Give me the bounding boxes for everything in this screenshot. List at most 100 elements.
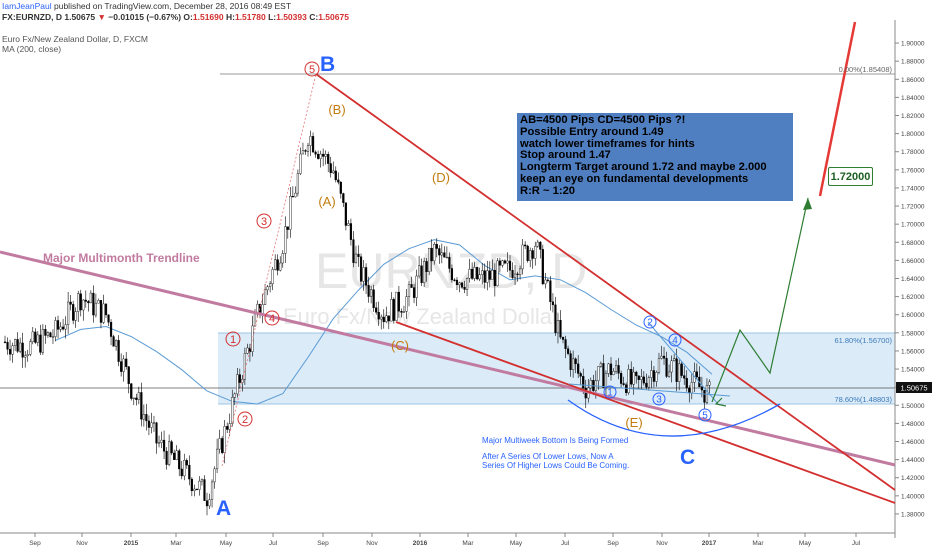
candle-body: [324, 154, 327, 157]
candle-body: [511, 270, 514, 278]
candle-body: [137, 392, 140, 400]
candle-body: [218, 438, 221, 450]
candle-body: [561, 336, 565, 340]
blue-wave-3-label: 3: [656, 395, 662, 406]
candle-body: [569, 353, 572, 370]
wave-E-label: (E): [625, 415, 642, 430]
candle-body: [203, 479, 206, 501]
trendline-label: Major Multimonth Trendline: [43, 251, 200, 265]
blue-wave-4-label: 4: [672, 336, 678, 347]
candle-body: [582, 376, 585, 389]
candle-body: [67, 301, 70, 325]
y-tick-label: 1.84000: [901, 95, 925, 102]
candle-body: [44, 328, 47, 336]
candle-body: [344, 202, 347, 226]
candle-body: [513, 273, 517, 278]
candle-body: [215, 448, 219, 470]
candle-body: [652, 370, 656, 382]
candle-body: [16, 339, 19, 352]
candle-body: [231, 397, 234, 424]
candle-body: [347, 223, 350, 226]
candle-body: [382, 316, 385, 322]
candle-body: [31, 331, 34, 342]
candle-body: [314, 151, 317, 155]
candle-body: [46, 332, 50, 336]
candle-body: [478, 274, 481, 280]
candle-body: [11, 345, 14, 355]
candle-body: [64, 324, 67, 330]
candle-body: [640, 376, 643, 380]
candle-body: [627, 369, 630, 393]
candle-body: [397, 291, 400, 312]
x-tick-label: Sep: [607, 540, 619, 547]
candle-body: [635, 371, 638, 377]
wave-1-label: 1: [230, 334, 236, 346]
candle-body: [243, 353, 246, 380]
candle-body: [630, 369, 633, 385]
candle-body: [120, 361, 123, 372]
wave-base-line: [568, 383, 731, 397]
blue-wave-3-circle: [652, 392, 666, 406]
candle-body: [445, 256, 448, 259]
candle-body: [372, 289, 375, 308]
candle-body: [157, 442, 161, 444]
candle-body: [107, 314, 110, 323]
bottom-note-title: Major Multiweek Bottom Is Being Formed: [482, 436, 629, 445]
candle-body: [506, 260, 509, 264]
candle-body: [597, 366, 600, 381]
candle-body: [142, 414, 145, 420]
candle-body: [289, 196, 292, 230]
x-tick-label: Jul: [852, 540, 861, 547]
candle-body: [410, 284, 413, 288]
candle-body: [675, 358, 678, 382]
candle-body: [392, 299, 395, 321]
candle-body: [695, 371, 698, 378]
candle-body: [400, 311, 403, 313]
y-tick-label: 1.68000: [901, 240, 925, 247]
candle-body: [415, 275, 418, 298]
point-A-label: A: [216, 497, 231, 520]
candle-body: [443, 252, 446, 258]
candle-body: [370, 289, 373, 297]
y-tick-label: 1.88000: [901, 59, 925, 66]
wave-2-label: 2: [242, 414, 248, 426]
candle-body: [102, 303, 105, 323]
open-label: O:: [183, 12, 193, 22]
candle-body: [604, 373, 608, 388]
candle-body: [566, 348, 570, 354]
candle-body: [655, 372, 658, 382]
candle-body: [276, 259, 279, 271]
candle-body: [683, 375, 686, 379]
candle-body: [72, 304, 75, 321]
candle-body: [185, 460, 188, 466]
candle-body: [354, 253, 358, 263]
candle-body: [387, 315, 390, 322]
candle-body: [385, 315, 388, 322]
candle-body: [614, 365, 618, 372]
candle-body: [3, 341, 7, 343]
candle-body: [529, 250, 532, 261]
candle-body: [130, 383, 133, 399]
candle-body: [200, 479, 204, 482]
x-tick-label: Mar: [462, 540, 474, 547]
author-link[interactable]: IamJeanPaul: [2, 1, 52, 11]
candle-body: [678, 363, 681, 382]
high-value: 1.51780: [234, 12, 266, 22]
candle-body: [205, 500, 209, 507]
candle-body: [271, 269, 274, 284]
candle-body: [317, 153, 320, 159]
candle-body: [291, 196, 294, 198]
candle-body: [367, 285, 370, 297]
candle-body: [246, 347, 249, 354]
candle-body: [49, 332, 52, 338]
candle-body: [299, 153, 302, 174]
blue-wave-2-label: 2: [647, 318, 653, 329]
candle-body: [483, 270, 486, 283]
close-value: 1.50675: [318, 12, 349, 22]
wave-top-line: [647, 321, 719, 405]
candle-body: [122, 358, 125, 372]
candle-body: [168, 441, 171, 465]
candle-body: [263, 289, 267, 305]
candle-body: [195, 488, 198, 491]
